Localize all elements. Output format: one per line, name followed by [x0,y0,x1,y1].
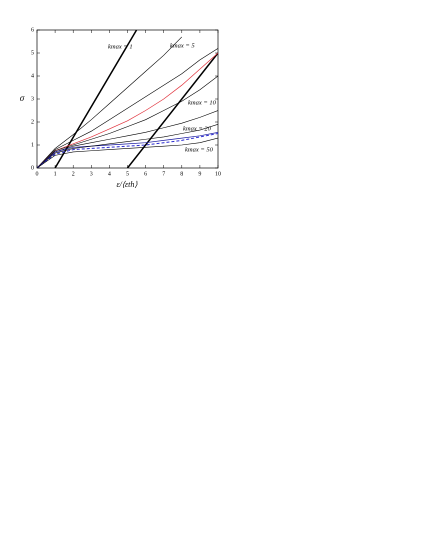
y-tick-label: 6 [31,27,34,33]
y-axis-label: σ [20,93,25,103]
series-line [37,52,218,168]
series-line [37,132,218,168]
y-tick-label: 5 [31,50,34,56]
x-axis-label: ε/⟨εth⟩ [117,180,139,189]
x-tick-label: 6 [144,171,147,177]
series-line [37,137,218,168]
series-line [37,48,218,168]
series-line [126,52,218,168]
series-line [37,36,183,168]
y-tick-label: 1 [31,142,34,148]
x-tick-label: 3 [90,171,93,177]
annotation: kmax = 10 [188,99,217,106]
x-tick-label: 10 [215,171,221,177]
series-line [37,110,218,168]
x-tick-label: 0 [36,171,39,177]
y-tick-label: 4 [31,73,34,79]
annotation: kmax = 1 [108,43,133,50]
annotation: kmax = 50 [185,146,214,153]
series-line [54,30,138,168]
series-line [37,124,218,168]
series-line [37,75,218,168]
x-tick-label: 8 [180,171,183,177]
x-tick-label: 9 [198,171,201,177]
x-tick-label: 4 [108,171,111,177]
x-tick-label: 5 [126,171,129,177]
y-tick-label: 0 [31,165,34,171]
x-tick-label: 2 [72,171,75,177]
x-tick-label: 1 [54,171,57,177]
x-tick-label: 7 [162,171,165,177]
annotation: kmax = 20 [183,125,212,132]
annotation: kmax = 5 [170,42,195,49]
y-tick-label: 2 [31,119,34,125]
y-tick-label: 3 [31,96,34,102]
series-line [37,133,218,168]
